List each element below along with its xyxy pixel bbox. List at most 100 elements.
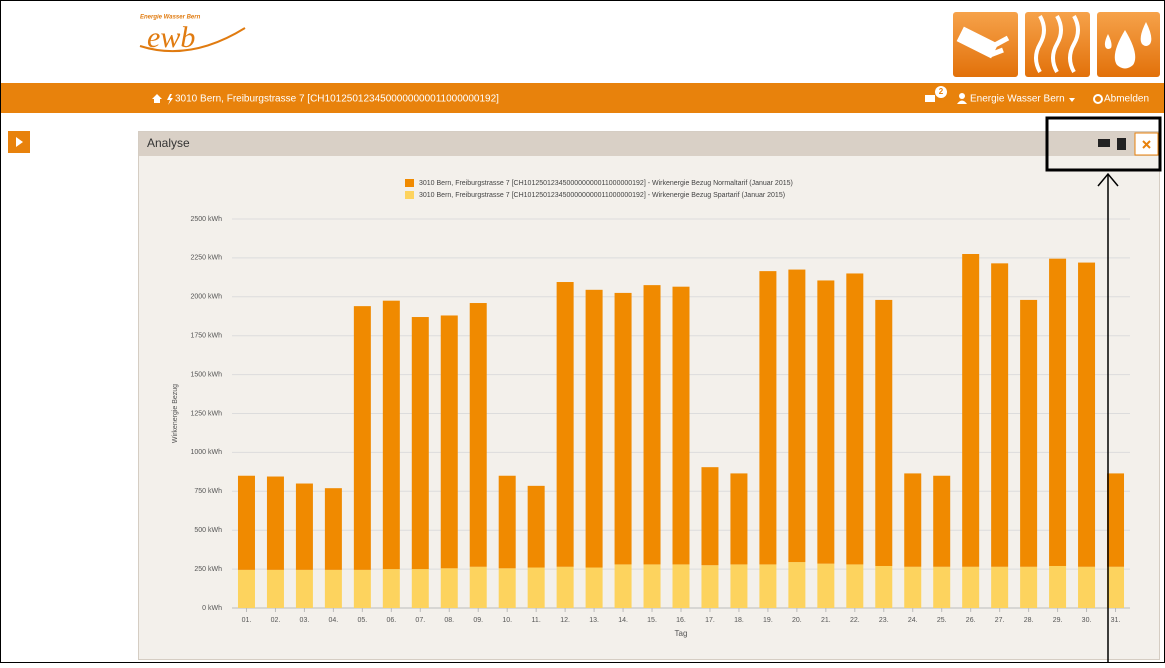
bar-segment [701, 467, 719, 566]
home-icon[interactable] [152, 94, 162, 103]
bar-segment [846, 273, 864, 565]
chart: 0 kWh 250 kWh 500 kWh 750 kWh 1000 kWh 1250 k… [172, 179, 1130, 638]
x-tick-label: 02. [271, 617, 281, 624]
bar-segment [991, 263, 1009, 567]
bar-segment [962, 254, 980, 567]
arrow-head [1097, 172, 1119, 187]
highlight-box [1045, 116, 1162, 172]
bar-segment [701, 565, 719, 608]
service-heat[interactable] [1025, 12, 1090, 77]
bar-segment [237, 569, 255, 608]
user-icon [959, 93, 965, 99]
bar-segment [614, 292, 632, 565]
bar-segment [1107, 566, 1125, 608]
bar-segment [846, 564, 864, 608]
x-tick-label: 31. [1111, 617, 1121, 624]
x-axis-label: Tag [675, 629, 688, 638]
bar-segment [556, 566, 574, 608]
x-tick-label: 28. [1024, 617, 1034, 624]
nav-user[interactable]: Energie Wasser Bern [970, 94, 1065, 105]
x-tick-label: 15. [647, 617, 657, 624]
x-tick-label: 03. [300, 617, 310, 624]
bar-segment [643, 564, 661, 608]
bar-segment [1049, 565, 1067, 608]
mail-icon[interactable] [925, 95, 935, 102]
legend-label: 3010 Bern, Freiburgstrasse 7 [CH10125012… [419, 180, 793, 187]
nav-logout[interactable]: Abmelden [1104, 94, 1149, 105]
navbar [0, 83, 1165, 113]
bar-segment [295, 483, 313, 570]
bar-segment [556, 282, 574, 567]
print-icon[interactable] [1098, 139, 1110, 147]
bar-segment [672, 286, 690, 565]
bar-segment [585, 567, 603, 608]
logo-small: Energie Wasser Bern [140, 15, 201, 21]
y-tick-label: 2000 kWh [190, 294, 222, 301]
export-icon[interactable] [1117, 138, 1126, 150]
x-tick-label: 26. [966, 617, 976, 624]
legend-label: 3010 Bern, Freiburgstrasse 7 [CH10125012… [419, 192, 785, 199]
bar-segment [1049, 258, 1067, 566]
bar-segment [237, 475, 255, 570]
bar-segment [324, 569, 342, 608]
x-tick-label: 08. [444, 617, 454, 624]
badge [935, 86, 947, 98]
bar-segment [730, 564, 748, 608]
heat-icon [1034, 15, 1080, 73]
bar-segment [962, 566, 980, 608]
toggle-arrow [16, 137, 23, 147]
bar-segment [411, 569, 429, 608]
bar-segment [295, 569, 313, 608]
nav-address[interactable]: 3010 Bern, Freiburgstrasse 7 [CH10125012… [175, 94, 499, 105]
y-tick-label: 1750 kWh [190, 333, 222, 340]
x-tick-label: 14. [618, 617, 628, 624]
x-tick-label: 05. [357, 617, 367, 624]
bar-segment [672, 564, 690, 608]
bar-segment [585, 289, 603, 568]
bar-segment [991, 566, 1009, 608]
x-tick-label: 10. [502, 617, 512, 624]
x-tick-label: 13. [589, 617, 599, 624]
x-tick-label: 01. [242, 617, 252, 624]
bar-segment [614, 564, 632, 608]
bar-segment [469, 303, 487, 567]
y-tick-label: 1000 kWh [190, 449, 222, 456]
x-tick-label: 09. [473, 617, 483, 624]
service-water[interactable] [1097, 12, 1160, 77]
bar-segment [440, 568, 458, 608]
bar-segment [527, 567, 545, 608]
x-tick-label: 29. [1053, 617, 1063, 624]
bar-segment [1107, 473, 1125, 567]
bar-segment [353, 569, 371, 608]
bar-segment [411, 317, 429, 570]
service-electricity[interactable] [953, 12, 1018, 77]
x-tick-label: 07. [415, 617, 425, 624]
logo[interactable]: ewb [147, 21, 195, 54]
bar-segment [469, 566, 487, 608]
y-tick-label: 1250 kWh [190, 410, 222, 417]
x-tick-label: 18. [734, 617, 744, 624]
bar-segment [643, 285, 661, 565]
panel-title: Analyse [147, 136, 190, 150]
bar-segment [904, 473, 922, 567]
bar-segment [904, 566, 922, 608]
bar-segment [730, 473, 748, 565]
bar-segment [817, 563, 835, 608]
bar-segment [1078, 566, 1096, 608]
bar-segment [788, 562, 806, 608]
bar-segment [382, 300, 400, 570]
y-tick-label: 2500 kWh [190, 216, 222, 223]
bar-segment [875, 299, 893, 566]
x-tick-label: 19. [763, 617, 773, 624]
bar-segment [817, 280, 835, 564]
logout-icon [1093, 94, 1103, 104]
bar-segment [875, 565, 893, 608]
y-tick-label: 750 kWh [194, 488, 222, 495]
x-tick-label: 30. [1082, 617, 1092, 624]
x-tick-label: 25. [937, 617, 947, 624]
panel-header [139, 132, 1159, 156]
bar-segment [266, 476, 284, 570]
bar-segment [759, 564, 777, 608]
bar-segment [933, 475, 951, 567]
